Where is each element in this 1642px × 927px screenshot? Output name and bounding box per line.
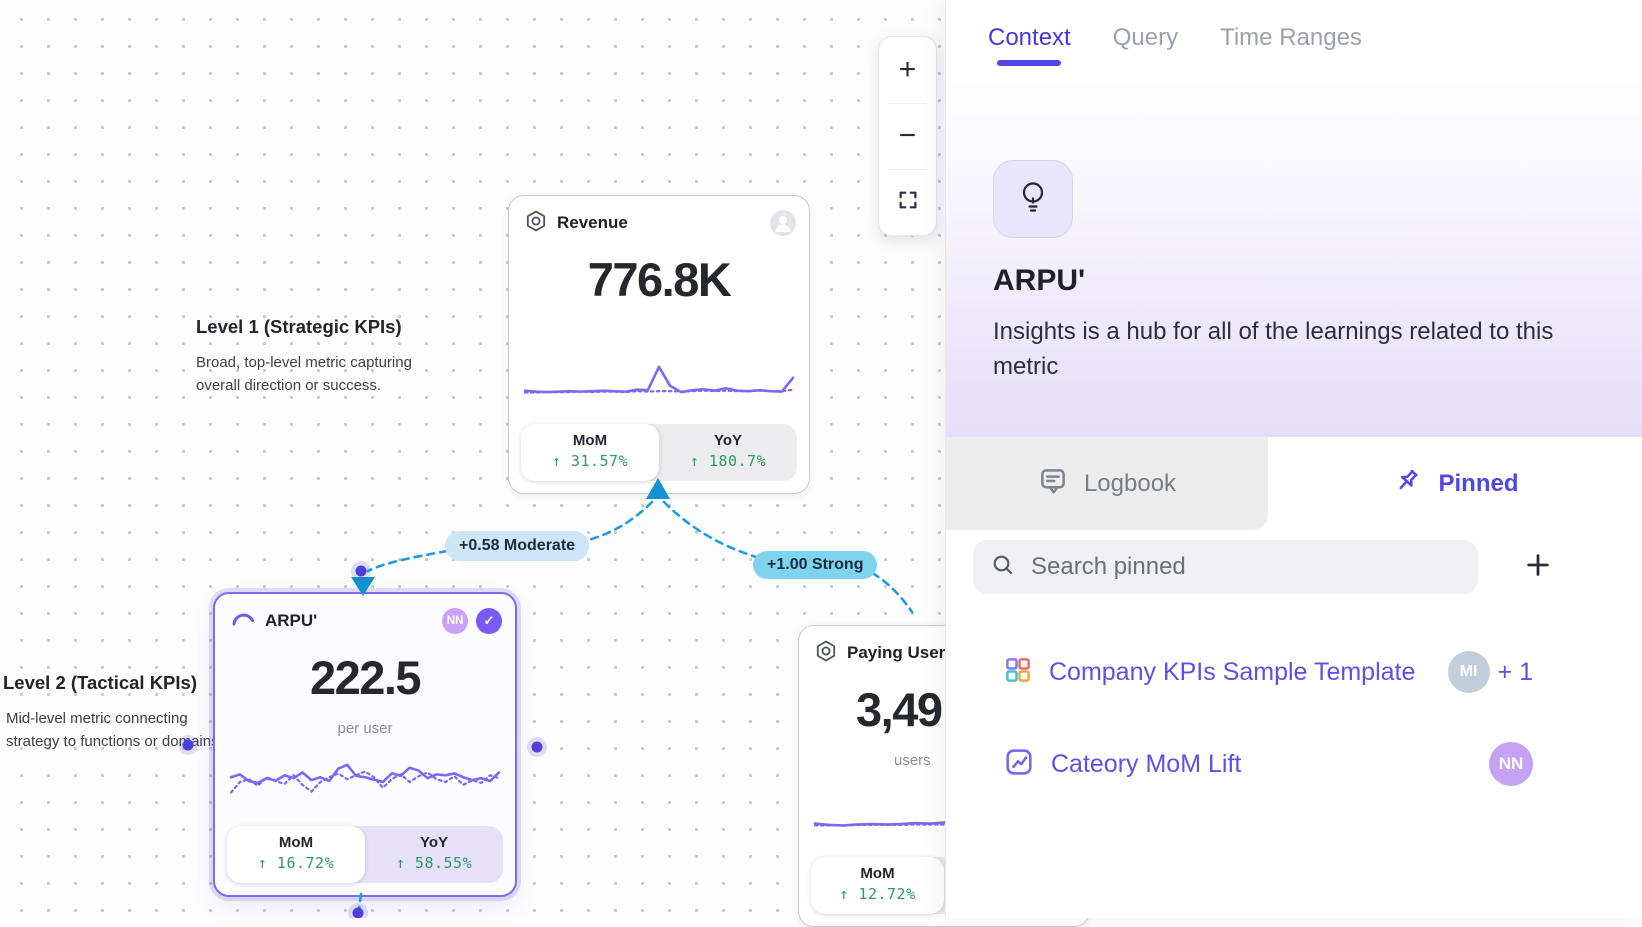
correlation-badge-strong[interactable]: +1.00 Strong — [753, 551, 878, 579]
metric-value: 776.8K — [587, 253, 732, 306]
level2-title: Level 2 (Tactical KPIs) — [3, 672, 197, 693]
mom-toggle[interactable]: MoM ↑ 12.72% — [811, 857, 944, 914]
stat-toggle-group: MoM ↑ 16.72% YoY ↑ 58.55% — [227, 826, 503, 883]
metric-details-panel: Context Query Time Ranges ARPU' Insights… — [945, 0, 1642, 918]
logbook-label: Logbook — [1083, 469, 1177, 497]
logbook-chat-icon — [1038, 466, 1068, 501]
connection-handle-dot-top[interactable] — [351, 561, 371, 581]
card-header: Revenue — [524, 209, 796, 237]
plus-icon — [1524, 551, 1552, 584]
edge-revenue-arpu-lower — [366, 549, 449, 573]
card-title: Revenue — [557, 213, 628, 232]
verified-check-icon: ✓ — [476, 608, 502, 634]
metric-unit: users — [894, 752, 931, 769]
mom-label: MoM — [278, 834, 314, 851]
lightbulb-icon — [1014, 178, 1052, 221]
correlation-badge-moderate[interactable]: +0.58 Moderate — [445, 531, 590, 561]
metric-card-revenue[interactable]: Revenue 776.8K MoM ↑ 31.57% — [508, 195, 810, 494]
pinned-item-cateory-mom-lift[interactable]: Cateory MoM Lift NN — [1003, 738, 1533, 790]
pinned-search-row — [973, 540, 1558, 594]
annotation-level2: Level 2 (Tactical KPIs) Mid-level metric… — [3, 672, 223, 750]
pinned-item-label: Company KPIs Sample Template — [1049, 657, 1416, 686]
pinned-items-list: Company KPIs Sample Template MI + 1 Cate… — [1003, 630, 1533, 790]
fullscreen-brackets-icon — [897, 185, 919, 219]
card-title: ARPU' — [265, 611, 318, 630]
card-title: Paying Users' — [847, 643, 959, 662]
level2-description-line1: Mid-level metric connecting — [6, 710, 188, 727]
add-pinned-button[interactable] — [1518, 547, 1558, 587]
zoom-in-button[interactable]: + — [879, 37, 936, 103]
connection-handle-dot-right[interactable] — [527, 737, 547, 757]
metric-name-heading: ARPU' — [993, 264, 1086, 297]
insight-tile — [993, 160, 1073, 238]
level1-title: Level 1 (Strategic KPIs) — [196, 316, 402, 337]
pushpin-icon — [1392, 466, 1422, 501]
level2-description-line2: strategy to functions or domains. — [6, 733, 223, 750]
fit-view-button[interactable] — [879, 169, 936, 235]
metric-value: 3,49 — [856, 683, 943, 736]
tab-context[interactable]: Context — [988, 24, 1071, 74]
metric-description: Insights is a hub for all of the learnin… — [993, 318, 1554, 380]
subtab-logbook[interactable]: Logbook — [946, 437, 1268, 530]
collaborator-avatar: NN — [1489, 742, 1533, 786]
mom-label: MoM — [860, 865, 895, 882]
connection-handle-dot-bottom[interactable] — [348, 903, 368, 918]
metric-context-hero: ARPU' Insights is a hub for all of the l… — [946, 80, 1642, 437]
extra-collaborators-count: + 1 — [1497, 657, 1533, 686]
level1-description-line1: Broad, top-level metric capturing — [196, 354, 412, 371]
collaborator-avatar: MI — [1447, 651, 1490, 693]
owner-avatar-badge: NN — [442, 608, 468, 634]
edge-revenue-paying-upper — [662, 500, 758, 559]
mom-value: ↑ 16.72% — [257, 854, 335, 872]
metric-unit: per user — [337, 720, 393, 737]
yoy-toggle[interactable]: YoY ↑ 58.55% — [365, 826, 503, 883]
yoy-value: ↑ 58.55% — [395, 854, 473, 872]
search-pinned-input[interactable] — [1029, 552, 1460, 582]
metric-arc-icon — [230, 607, 256, 636]
mom-toggle[interactable]: MoM ↑ 31.57% — [521, 424, 659, 481]
pinned-search-box[interactable] — [973, 540, 1478, 594]
context-subtabs: Logbook Pinned — [946, 437, 1642, 530]
yoy-toggle[interactable]: YoY ↑ 180.7% — [659, 424, 797, 481]
level1-description-line2: overall direction or success. — [196, 377, 382, 394]
tab-time-ranges[interactable]: Time Ranges — [1220, 24, 1362, 51]
subtab-pinned[interactable]: Pinned — [1268, 437, 1642, 530]
yoy-value: ↑ 180.7% — [689, 452, 767, 470]
metric-value: 222.5 — [309, 651, 422, 704]
plus-icon: + — [898, 53, 917, 86]
sparkline-chart — [231, 752, 499, 802]
grid-template-icon — [1003, 655, 1033, 690]
annotation-level1: Level 1 (Strategic KPIs) Broad, top-leve… — [196, 316, 412, 394]
canvas-zoom-toolbar: + − — [878, 36, 937, 236]
sparkline-chart — [525, 354, 793, 404]
search-icon — [991, 553, 1015, 582]
owner-avatar-icon — [770, 210, 796, 236]
pinned-item-label: Cateory MoM Lift — [1051, 749, 1242, 778]
minus-icon: − — [898, 119, 917, 152]
yoy-label: YoY — [419, 834, 449, 851]
panel-tab-bar: Context Query Time Ranges — [988, 0, 1642, 80]
stat-toggle-group: MoM ↑ 31.57% YoY ↑ 180.7% — [521, 424, 797, 481]
yoy-label: YoY — [713, 432, 743, 449]
tab-query[interactable]: Query — [1112, 24, 1179, 51]
mom-value: ↑ 12.72% — [839, 885, 916, 903]
metric-hexagon-icon — [814, 639, 838, 668]
card-header: Paying Users' — [814, 639, 1076, 667]
mom-label: MoM — [572, 432, 608, 449]
pinned-item-company-kpis[interactable]: Company KPIs Sample Template MI + 1 — [1003, 646, 1533, 698]
card-header: ARPU' NN ✓ — [230, 607, 502, 635]
chart-line-icon — [1003, 746, 1035, 783]
zoom-out-button[interactable]: − — [879, 103, 936, 169]
metric-card-arpu[interactable]: ARPU' NN ✓ 222.5 per user MoM ↑ 16.72% — [213, 592, 517, 897]
mom-value: ↑ 31.57% — [551, 452, 629, 470]
metric-hexagon-icon — [524, 209, 548, 238]
pinned-label: Pinned — [1438, 469, 1519, 497]
stat-toggle-group: MoM ↑ 12.72% — [811, 857, 1077, 914]
mom-toggle[interactable]: MoM ↑ 16.72% — [227, 826, 365, 883]
